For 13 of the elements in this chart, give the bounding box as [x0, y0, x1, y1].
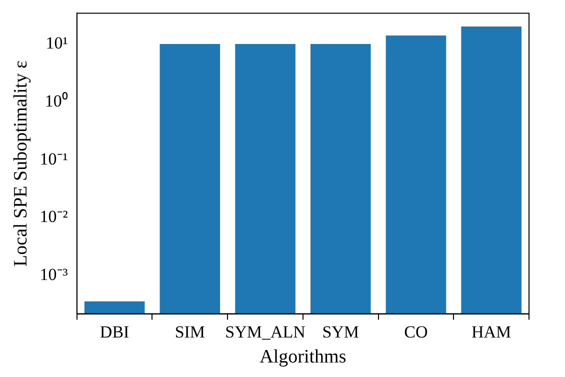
x-tick-label: DBI: [100, 322, 130, 342]
x-tick-label: CO: [404, 322, 428, 342]
x-tick-label: HAM: [471, 322, 512, 342]
x-tick-label: SIM: [174, 322, 206, 342]
x-axis-title: Algorithms: [260, 346, 346, 368]
y-tick-label: 10¹: [46, 33, 68, 52]
y-axis-title: Local SPE Suboptimality ε: [10, 60, 32, 266]
y-tick-label: 10⁻²: [40, 207, 68, 226]
y-tick-label: 10⁻¹: [40, 149, 68, 168]
x-tick-label: SYM: [322, 322, 360, 342]
y-tick-label: 10⁰: [44, 91, 68, 110]
y-tick-label: 10⁻³: [40, 265, 68, 284]
x-tick-label: SYM_ALN: [225, 322, 306, 342]
